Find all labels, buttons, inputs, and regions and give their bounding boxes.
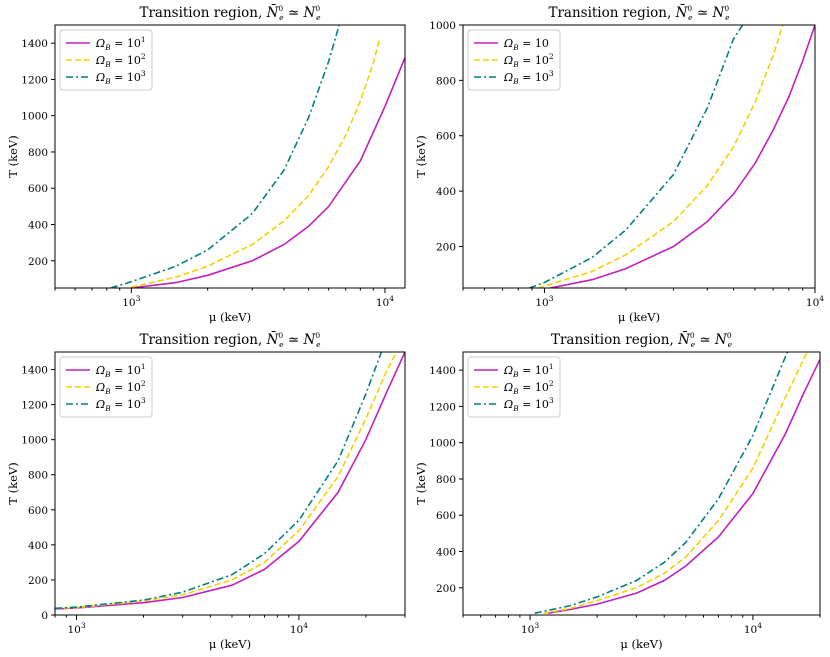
y-tick-label: 1000 xyxy=(21,435,48,447)
y-tick-label: 1000 xyxy=(21,111,48,123)
y-tick-label: 200 xyxy=(28,256,48,268)
y-tick-label: 400 xyxy=(28,220,48,232)
x-tick-label: 104 xyxy=(806,294,824,309)
x-axis-label: μ (keV) xyxy=(209,310,251,324)
legend-label: ΩB = 103 xyxy=(503,396,554,413)
y-axis-label: T (keV) xyxy=(414,462,428,504)
y-tick-label: 0 xyxy=(41,610,48,622)
x-axis-label: μ (keV) xyxy=(618,310,660,324)
x-tick-label: 103 xyxy=(535,294,553,309)
series-line-1 xyxy=(550,25,815,288)
legend-label: ΩB = 101 xyxy=(95,35,146,52)
y-tick-label: 1400 xyxy=(429,365,456,377)
y-axis-label: T (keV) xyxy=(6,135,20,177)
chart-panel-4: Transition region, N̄0 e ≃ N0 e 200 400 600 80… xyxy=(414,331,821,651)
y-tick-label: 1200 xyxy=(21,74,48,86)
chart-title: Transition region, N̄0 e ≃ N0 e xyxy=(139,331,321,349)
plot-frame xyxy=(462,351,821,616)
y-tick-label: 400 xyxy=(28,540,48,552)
x-tick-label: 103 xyxy=(67,621,85,636)
legend-label: ΩB = 103 xyxy=(95,69,146,86)
y-tick-label: 200 xyxy=(436,241,456,253)
legend-label: ΩB = 10 xyxy=(503,37,549,52)
legend-label: ΩB = 103 xyxy=(503,69,554,86)
x-tick-label: 103 xyxy=(122,294,140,309)
y-tick-label: 1200 xyxy=(429,401,456,413)
y-tick-label: 600 xyxy=(436,131,456,143)
legend-label: ΩB = 101 xyxy=(503,362,554,379)
y-tick-label: 400 xyxy=(436,186,456,198)
legend-box xyxy=(467,29,561,91)
y-tick-label: 600 xyxy=(436,510,456,522)
series-line-1 xyxy=(131,57,405,288)
x-tick-label: 103 xyxy=(521,621,539,636)
x-tick-label: 104 xyxy=(376,294,394,309)
series-line-3 xyxy=(529,25,744,288)
chart-title: Transition region, N̄0 e ≃ N0 e xyxy=(139,4,321,22)
y-tick-label: 800 xyxy=(436,474,456,486)
legend-label: ΩB = 101 xyxy=(95,362,146,379)
chart-panel-3: Transition region, N̄0 e ≃ N0 e 0 200 400 600 8… xyxy=(6,331,406,651)
x-tick-label: 104 xyxy=(290,621,308,636)
y-tick-label: 1200 xyxy=(21,400,48,412)
legend-box xyxy=(59,29,153,91)
chart-title: Transition region, N̄0 e ≃ N0 e xyxy=(551,331,733,349)
series-line-2 xyxy=(538,25,784,288)
plot-frame xyxy=(462,24,816,289)
x-axis-label: μ (keV) xyxy=(620,637,662,651)
plot-frame xyxy=(54,351,406,616)
x-axis-label: μ (keV) xyxy=(209,637,251,651)
chart-panel-1: Transition region, N̄0 e ≃ N0 e 200 400 600 80… xyxy=(6,4,406,324)
y-tick-label: 1000 xyxy=(429,438,456,450)
legend-label: ΩB = 102 xyxy=(503,379,554,396)
series-line-3 xyxy=(110,25,340,288)
y-tick-label: 600 xyxy=(28,183,48,195)
series-line-3 xyxy=(55,352,383,610)
y-tick-label: 200 xyxy=(436,583,456,595)
y-tick-label: 1400 xyxy=(21,365,48,377)
x-tick-label: 104 xyxy=(744,621,762,636)
legend-label: ΩB = 102 xyxy=(95,379,146,396)
legend-box xyxy=(59,356,153,418)
series-line-1 xyxy=(55,352,405,610)
legend-label: ΩB = 102 xyxy=(95,52,146,69)
y-axis-label: T (keV) xyxy=(414,135,428,177)
y-tick-label: 600 xyxy=(28,505,48,517)
y-tick-label: 1000 xyxy=(429,20,456,32)
legend-box xyxy=(467,356,561,418)
y-tick-label: 800 xyxy=(28,147,48,159)
series-line-1 xyxy=(547,358,820,614)
legend-label: ΩB = 103 xyxy=(95,396,146,413)
y-tick-label: 200 xyxy=(28,575,48,587)
plot-frame xyxy=(54,24,406,289)
y-tick-label: 800 xyxy=(436,75,456,87)
series-line-3 xyxy=(534,352,789,614)
series-line-2 xyxy=(543,352,808,614)
series-line-2 xyxy=(131,39,381,288)
chart-title: Transition region, N̄0 e ≃ N0 e xyxy=(548,4,730,22)
y-tick-label: 800 xyxy=(28,470,48,482)
y-axis-label: T (keV) xyxy=(6,462,20,504)
chart-panel-2: Transition region, N̄0 e ≃ N0 e 200 400 600 80… xyxy=(414,4,824,324)
y-tick-label: 400 xyxy=(436,547,456,559)
legend-label: ΩB = 102 xyxy=(503,52,554,69)
y-tick-label: 1400 xyxy=(21,38,48,50)
